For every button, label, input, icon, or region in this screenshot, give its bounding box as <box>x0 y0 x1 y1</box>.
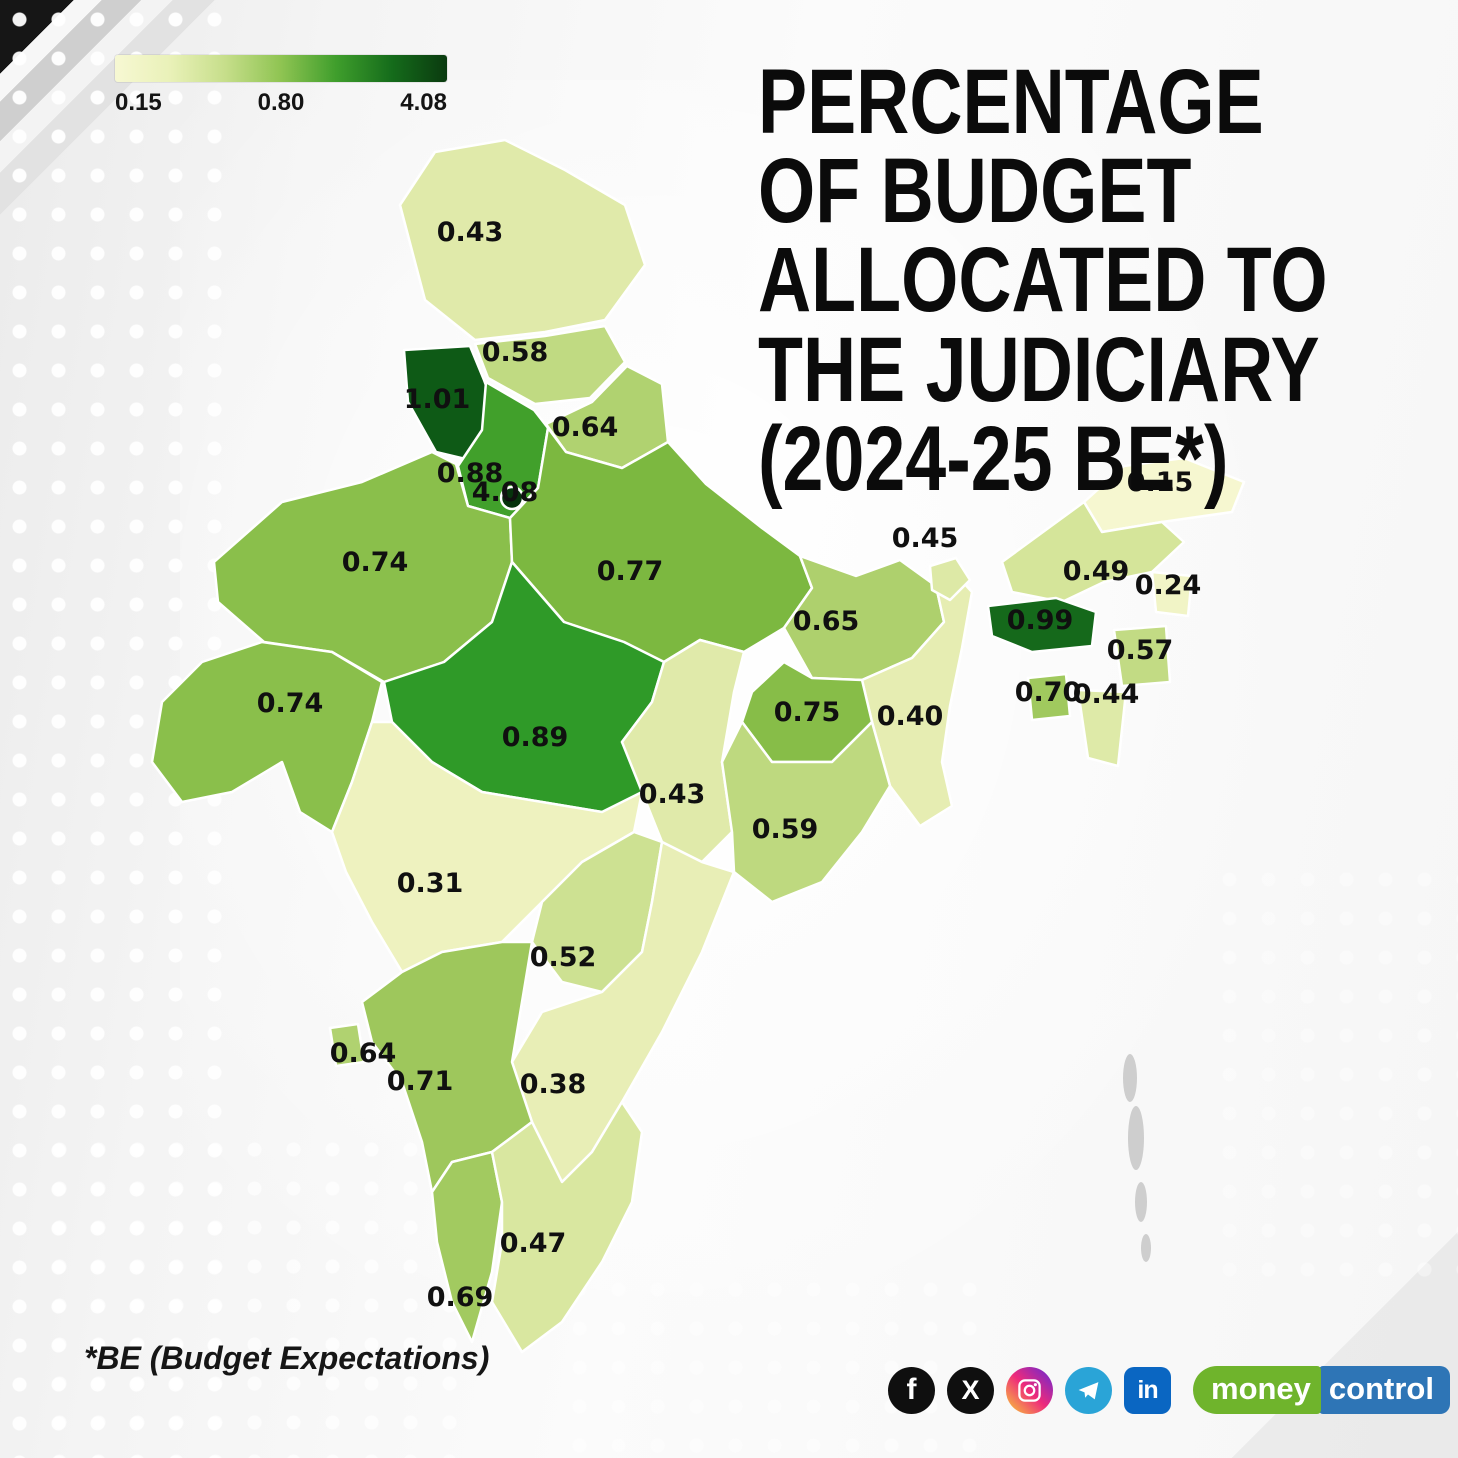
state-jk <box>398 138 647 342</box>
state-value-as: 0.49 <box>1063 556 1130 587</box>
state-value-jk: 0.43 <box>437 217 504 248</box>
state-value-pb: 1.01 <box>404 384 471 415</box>
telegram-plane-glyph <box>1078 1381 1099 1399</box>
title-line-4: THE JUDICIARY <box>758 318 1320 421</box>
state-value-hr: 0.88 <box>437 458 504 489</box>
state-cg <box>620 638 746 864</box>
state-mn <box>1112 624 1172 688</box>
state-dl <box>499 485 525 511</box>
state-value-kl: 0.69 <box>427 1282 494 1313</box>
state-value-cg: 0.43 <box>639 779 706 810</box>
state-mg <box>986 596 1098 654</box>
state-value-ar: 0.15 <box>1127 467 1194 498</box>
instagram-camera-glyph <box>1018 1378 1041 1402</box>
state-value-mz: 0.44 <box>1073 679 1140 710</box>
state-value-sk: 0.45 <box>892 523 959 554</box>
title-line-2: OF BUDGET <box>758 140 1192 243</box>
legend-tick-mid: 0.80 <box>257 89 305 116</box>
legend-tick-max: 4.08 <box>400 89 447 116</box>
state-gj <box>150 640 384 834</box>
state-value-mp: 0.89 <box>502 722 569 753</box>
state-value-ka: 0.71 <box>387 1066 454 1097</box>
state-value-up: 0.77 <box>597 556 664 587</box>
state-mz <box>1076 688 1128 768</box>
legend-tick-min: 0.15 <box>115 89 162 116</box>
social-row: f X in money control <box>888 1366 1450 1414</box>
title-line-1: PERCENTAGE <box>758 51 1264 153</box>
state-value-wb: 0.40 <box>877 701 944 732</box>
state-mh <box>330 720 644 974</box>
state-value-mg: 0.99 <box>1007 605 1074 636</box>
state-value-od: 0.59 <box>752 814 819 845</box>
state-od <box>720 720 892 904</box>
state-value-bh: 0.65 <box>793 606 860 637</box>
state-value-uk: 0.64 <box>552 412 619 443</box>
state-value-mn: 0.57 <box>1107 635 1174 666</box>
state-value-tr: 0.70 <box>1015 677 1082 708</box>
state-value-ga: 0.64 <box>330 1038 397 1069</box>
state-value-hp: 0.58 <box>482 337 549 368</box>
legend-gradient-bar <box>115 55 447 82</box>
legend-ticks: 0.15 0.80 4.08 <box>115 89 447 117</box>
facebook-glyph: f <box>906 1373 917 1406</box>
state-value-tn: 0.47 <box>500 1228 567 1259</box>
x-glyph: X <box>961 1374 980 1405</box>
instagram-icon[interactable] <box>1006 1366 1053 1414</box>
footnote: *BE (Budget Expectations) <box>84 1340 490 1376</box>
moneycontrol-logo[interactable]: money control <box>1193 1366 1450 1414</box>
linkedin-glyph: in <box>1137 1375 1158 1404</box>
page-title: PERCENTAGE OF BUDGET ALLOCATED TO THE JU… <box>758 51 1328 510</box>
state-hp <box>473 324 627 406</box>
linkedin-icon[interactable]: in <box>1124 1366 1171 1414</box>
state-ng <box>1150 570 1194 618</box>
telegram-icon[interactable] <box>1065 1366 1112 1414</box>
state-value-dl: 4.08 <box>472 477 539 508</box>
state-value-ap: 0.38 <box>520 1069 587 1100</box>
facebook-icon[interactable]: f <box>888 1366 935 1414</box>
moneycontrol-control: control <box>1318 1366 1450 1414</box>
state-as <box>1000 500 1186 604</box>
state-kl <box>430 1150 504 1344</box>
state-value-tg: 0.52 <box>530 942 597 973</box>
state-ga <box>328 1022 366 1068</box>
state-value-jh: 0.75 <box>774 697 841 728</box>
title-line-5: (2024-25 BE*) <box>758 407 1229 510</box>
title-line-3: ALLOCATED TO <box>758 229 1328 332</box>
state-sk <box>928 556 972 602</box>
legend: 0.15 0.80 4.08 <box>115 55 447 117</box>
state-value-mh: 0.31 <box>397 868 464 899</box>
state-value-gj: 0.74 <box>257 688 324 719</box>
state-value-rj: 0.74 <box>342 547 409 578</box>
state-value-ng: 0.24 <box>1135 570 1202 601</box>
state-tr <box>1026 672 1072 722</box>
state-tn <box>490 1100 644 1354</box>
andaman-nicobar-islands <box>1123 1054 1151 1262</box>
moneycontrol-money: money <box>1193 1366 1321 1414</box>
x-icon[interactable]: X <box>947 1366 994 1414</box>
